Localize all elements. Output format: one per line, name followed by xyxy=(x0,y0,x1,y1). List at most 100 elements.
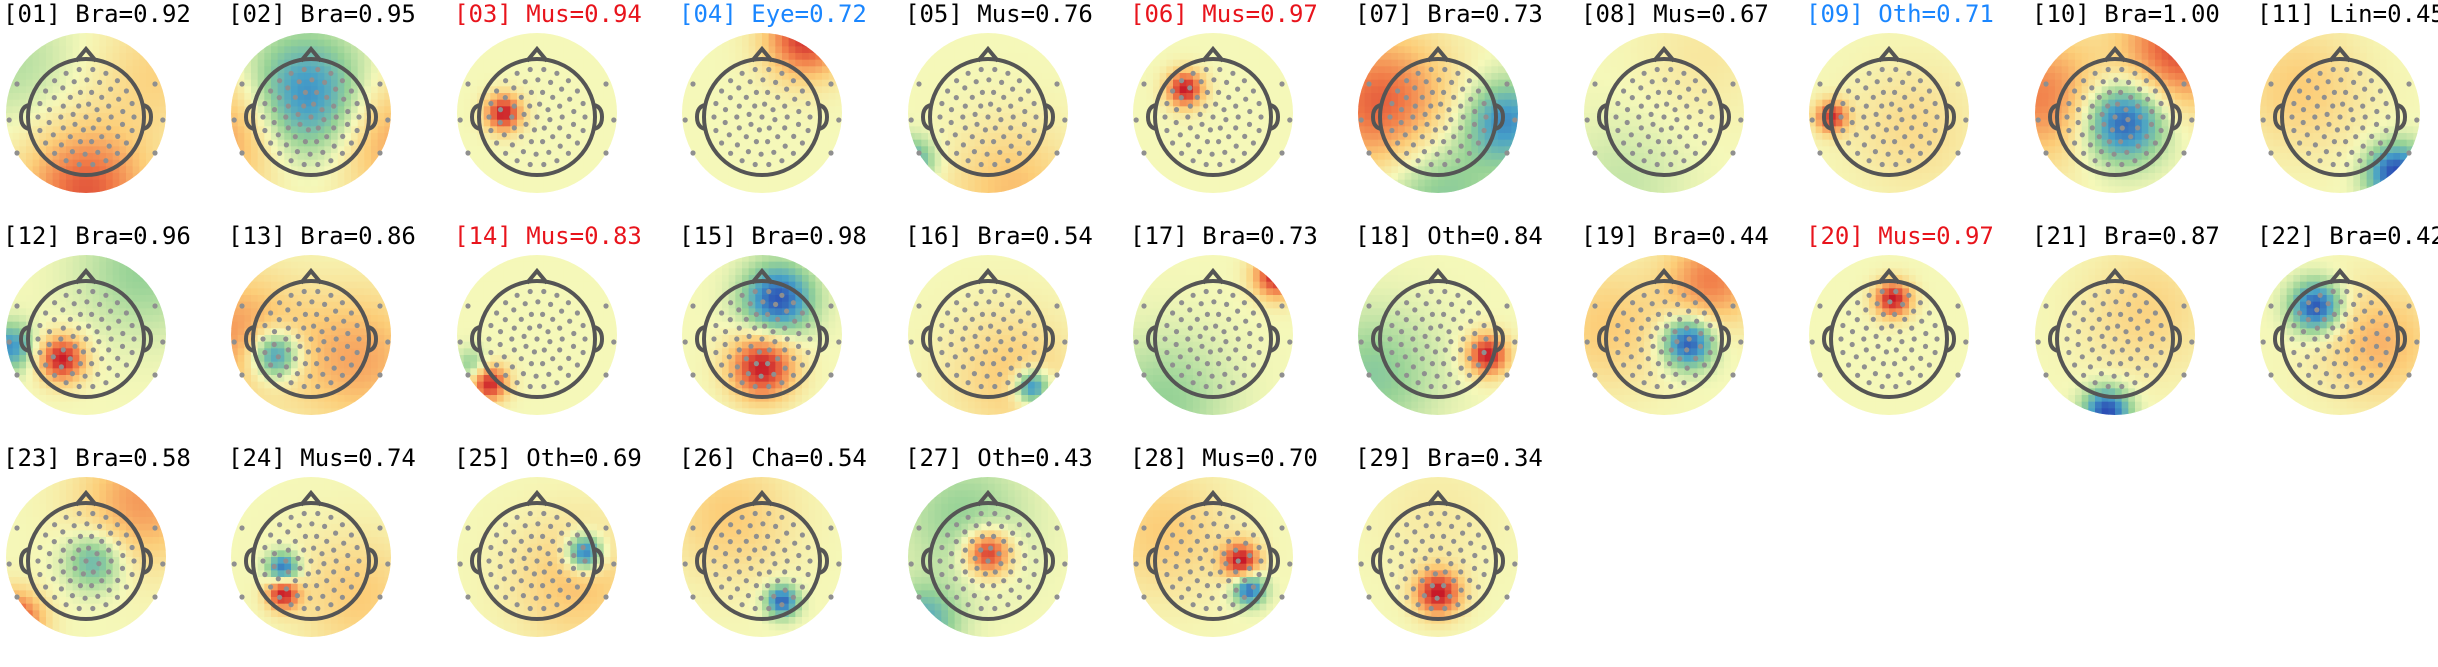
component-category: Bra xyxy=(2329,222,2373,250)
component-score: 0.95 xyxy=(358,0,416,28)
head-outline xyxy=(2272,267,2408,399)
topomap xyxy=(2260,255,2420,415)
component-index: [06] xyxy=(1130,0,1188,28)
component-score: 0.76 xyxy=(1035,0,1093,28)
electrode-set xyxy=(1584,288,1744,390)
component-panel: [18] Oth=0.84 xyxy=(1352,222,1577,444)
component-label: [27] Oth=0.43 xyxy=(905,444,1093,472)
component-score: 0.97 xyxy=(1936,222,1994,250)
component-index: [19] xyxy=(1581,222,1639,250)
component-index: [09] xyxy=(1806,0,1864,28)
component-panel: [20] Mus=0.97 xyxy=(1803,222,2028,444)
head-outline xyxy=(1821,45,1957,177)
component-category: Oth xyxy=(1427,222,1471,250)
component-index: [07] xyxy=(1355,0,1413,28)
component-score: 0.72 xyxy=(809,0,867,28)
electrode-set xyxy=(231,288,391,390)
component-panel: [01] Bra=0.92 xyxy=(0,0,225,222)
component-score: 1.00 xyxy=(2162,0,2220,28)
component-category: Bra xyxy=(300,222,344,250)
component-label: [18] Oth=0.84 xyxy=(1355,222,1543,250)
electrode-set xyxy=(1358,66,1518,168)
component-label: [15] Bra=0.98 xyxy=(679,222,867,250)
component-label: [10] Bra=1.00 xyxy=(2032,0,2220,28)
head-outline xyxy=(243,267,379,399)
component-label: [05] Mus=0.76 xyxy=(905,0,1093,28)
component-index: [26] xyxy=(679,444,737,472)
electrode-set xyxy=(1133,66,1293,168)
component-panel: [04] Eye=0.72 xyxy=(676,0,901,222)
component-category: Bra xyxy=(2104,222,2148,250)
component-category: Mus xyxy=(526,0,570,28)
component-score: 0.43 xyxy=(1035,444,1093,472)
component-label: [13] Bra=0.86 xyxy=(228,222,416,250)
component-index: [17] xyxy=(1130,222,1188,250)
topomap xyxy=(2260,33,2420,193)
topomap xyxy=(231,255,391,415)
component-panel: [02] Bra=0.95 xyxy=(225,0,450,222)
component-category: Mus xyxy=(300,444,344,472)
scalp-heatmap xyxy=(231,33,391,193)
component-category: Mus xyxy=(526,222,570,250)
electrode-set xyxy=(2035,288,2195,390)
component-label: [04] Eye=0.72 xyxy=(679,0,867,28)
component-index: [12] xyxy=(3,222,61,250)
topomap xyxy=(6,477,166,637)
topomap xyxy=(2035,33,2195,193)
component-label: [22] Bra=0.42 xyxy=(2257,222,2438,250)
electrode-set xyxy=(1809,288,1969,390)
component-label: [17] Bra=0.73 xyxy=(1130,222,1318,250)
head-outline xyxy=(1145,267,1281,399)
component-panel: [05] Mus=0.76 xyxy=(902,0,1127,222)
component-category: Bra xyxy=(751,222,795,250)
component-label: [29] Bra=0.34 xyxy=(1355,444,1543,472)
electrode-set xyxy=(457,288,617,390)
component-index: [15] xyxy=(679,222,737,250)
topomap xyxy=(1133,255,1293,415)
electrode-set xyxy=(457,66,617,168)
topomap xyxy=(908,255,1068,415)
head-outline xyxy=(694,489,830,621)
component-panel: [07] Bra=0.73 xyxy=(1352,0,1577,222)
component-score: 0.67 xyxy=(1711,0,1769,28)
head-outline xyxy=(920,267,1056,399)
component-index: [22] xyxy=(2257,222,2315,250)
electrode-set xyxy=(908,288,1068,390)
component-score: 0.94 xyxy=(584,0,642,28)
topomap xyxy=(1809,255,1969,415)
component-index: [24] xyxy=(228,444,286,472)
component-label: [23] Bra=0.58 xyxy=(3,444,191,472)
component-category: Bra xyxy=(977,222,1021,250)
component-score: 0.86 xyxy=(358,222,416,250)
electrode-set xyxy=(682,288,842,390)
component-score: 0.73 xyxy=(1260,222,1318,250)
component-category: Mus xyxy=(1202,444,1246,472)
topomap xyxy=(682,477,842,637)
scalp-heatmap xyxy=(6,255,166,415)
topomap xyxy=(457,255,617,415)
electrode-set xyxy=(2260,288,2420,390)
component-index: [02] xyxy=(228,0,286,28)
component-panel: [09] Oth=0.71 xyxy=(1803,0,2028,222)
electrode-set xyxy=(908,510,1068,612)
component-panel: [03] Mus=0.94 xyxy=(451,0,676,222)
component-category: Cha xyxy=(751,444,795,472)
topomap xyxy=(1358,33,1518,193)
component-category: Bra xyxy=(2104,0,2148,28)
component-category: Bra xyxy=(1653,222,1697,250)
component-score: 0.71 xyxy=(1936,0,1994,28)
component-index: [21] xyxy=(2032,222,2090,250)
component-panel: [22] Bra=0.42 xyxy=(2254,222,2438,444)
component-panel: [13] Bra=0.86 xyxy=(225,222,450,444)
component-panel: [19] Bra=0.44 xyxy=(1578,222,1803,444)
head-outline xyxy=(2047,45,2183,177)
component-category: Mus xyxy=(1878,222,1922,250)
head-outline xyxy=(920,45,1056,177)
topomap xyxy=(1358,477,1518,637)
component-score: 0.87 xyxy=(2162,222,2220,250)
component-score: 0.42 xyxy=(2387,222,2438,250)
component-score: 0.98 xyxy=(809,222,867,250)
component-category: Bra xyxy=(1427,444,1471,472)
component-panel: [26] Cha=0.54 xyxy=(676,444,901,666)
electrode-set xyxy=(1133,510,1293,612)
